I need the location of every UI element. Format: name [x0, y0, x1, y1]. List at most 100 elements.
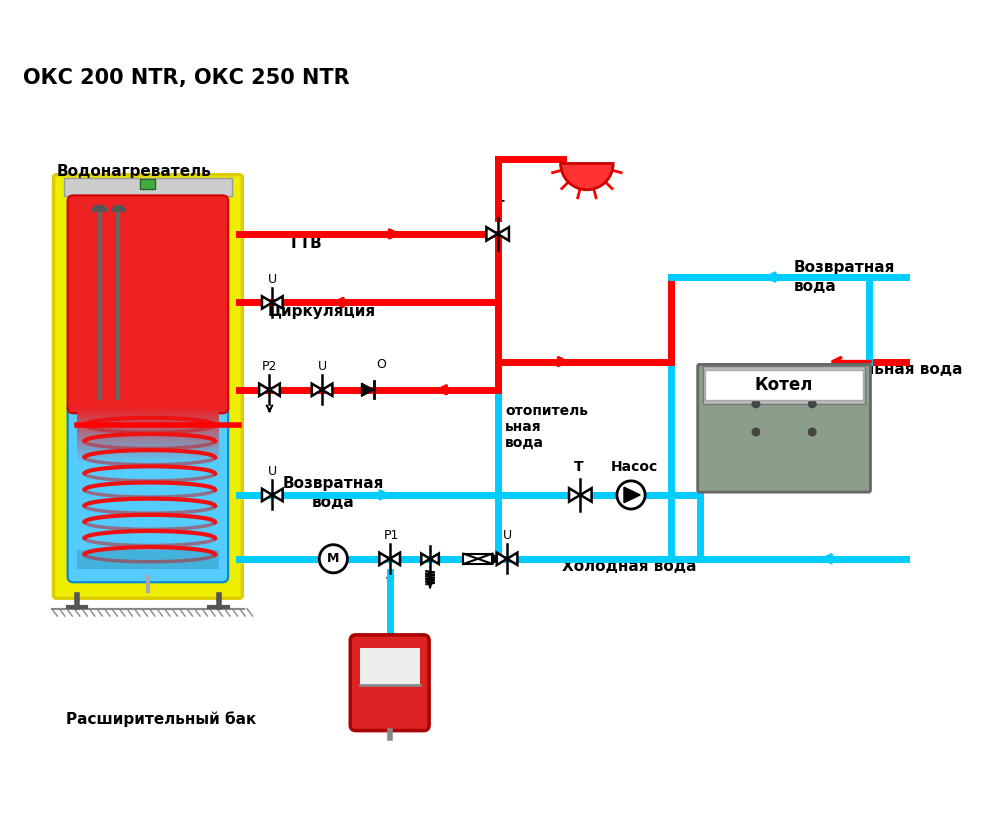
Bar — [77, 414, 218, 416]
Bar — [77, 429, 218, 430]
Bar — [77, 413, 218, 414]
Bar — [140, 179, 154, 188]
Bar — [77, 430, 218, 431]
Text: Котел: Котел — [755, 376, 813, 394]
Circle shape — [752, 400, 760, 408]
FancyBboxPatch shape — [698, 364, 871, 492]
Bar — [77, 431, 218, 433]
FancyBboxPatch shape — [707, 372, 778, 400]
Bar — [77, 433, 218, 434]
Polygon shape — [361, 383, 374, 396]
Text: Насос: Насос — [611, 460, 658, 475]
Circle shape — [617, 481, 646, 509]
Text: Холодная вода: Холодная вода — [562, 559, 696, 574]
Bar — [77, 416, 218, 418]
Bar — [77, 426, 218, 427]
Bar — [77, 439, 218, 440]
Bar — [77, 463, 218, 464]
Bar — [77, 444, 218, 445]
Bar — [359, 648, 420, 685]
Polygon shape — [312, 384, 322, 396]
Bar — [77, 445, 218, 446]
Bar — [77, 445, 218, 447]
Polygon shape — [581, 488, 591, 502]
Polygon shape — [322, 384, 333, 396]
Bar — [77, 442, 218, 444]
Polygon shape — [507, 553, 518, 565]
FancyBboxPatch shape — [68, 195, 228, 413]
Text: M: M — [327, 552, 339, 565]
FancyBboxPatch shape — [53, 175, 242, 598]
Bar — [77, 459, 218, 460]
Bar — [77, 422, 218, 424]
Bar — [77, 434, 218, 435]
Text: U: U — [318, 359, 327, 373]
Polygon shape — [624, 487, 641, 503]
Circle shape — [809, 400, 816, 408]
Bar — [704, 366, 865, 404]
Bar — [77, 441, 218, 442]
Bar — [77, 418, 218, 419]
Bar — [77, 436, 218, 438]
Bar — [77, 452, 218, 454]
Text: Водонагреватель: Водонагреватель — [56, 164, 212, 179]
Polygon shape — [498, 227, 509, 241]
Text: P2: P2 — [262, 359, 277, 373]
Text: O: O — [377, 358, 387, 371]
Bar — [77, 460, 218, 461]
Bar — [77, 435, 218, 436]
Polygon shape — [273, 296, 282, 309]
Bar — [77, 446, 218, 448]
Bar — [706, 370, 863, 400]
Polygon shape — [390, 553, 400, 565]
Text: Циркуляция: Циркуляция — [268, 304, 376, 319]
Bar — [77, 419, 218, 420]
Bar — [77, 407, 218, 409]
Bar — [77, 435, 218, 437]
Text: T: T — [574, 460, 584, 475]
Bar — [77, 411, 218, 412]
Wedge shape — [561, 163, 613, 190]
FancyBboxPatch shape — [350, 635, 429, 731]
Polygon shape — [497, 553, 507, 565]
Bar — [77, 437, 218, 439]
Text: ГТВ: ГТВ — [291, 236, 323, 251]
Polygon shape — [569, 488, 581, 502]
Bar — [77, 427, 218, 429]
Bar — [77, 456, 218, 457]
Bar — [77, 412, 218, 413]
Bar — [77, 409, 218, 410]
Polygon shape — [380, 553, 390, 565]
Text: отопитель
ьная
вода: отопитель ьная вода — [505, 404, 588, 450]
Bar — [77, 423, 218, 425]
Bar — [77, 425, 218, 426]
Bar — [77, 424, 218, 425]
Bar — [77, 415, 218, 417]
Bar — [77, 451, 218, 453]
Bar — [77, 454, 218, 455]
Bar — [77, 450, 218, 451]
Text: T: T — [495, 199, 505, 214]
Bar — [77, 448, 218, 449]
Polygon shape — [259, 384, 270, 396]
Bar — [77, 438, 218, 440]
Bar — [77, 449, 218, 450]
Bar — [64, 178, 232, 196]
Bar — [77, 420, 218, 421]
FancyBboxPatch shape — [787, 372, 858, 400]
Bar — [77, 455, 218, 456]
Circle shape — [319, 545, 347, 573]
Text: Расширительный бак: Расширительный бак — [66, 711, 256, 726]
Bar — [77, 450, 218, 452]
Polygon shape — [262, 489, 273, 501]
Bar — [77, 443, 218, 445]
Bar — [77, 460, 218, 462]
Circle shape — [809, 429, 816, 436]
Bar — [77, 421, 218, 423]
Polygon shape — [273, 489, 282, 501]
Text: отопительная вода: отопительная вода — [793, 362, 963, 377]
Polygon shape — [430, 554, 439, 564]
Text: V: V — [386, 575, 394, 589]
Bar — [77, 457, 218, 459]
Bar — [77, 414, 218, 415]
